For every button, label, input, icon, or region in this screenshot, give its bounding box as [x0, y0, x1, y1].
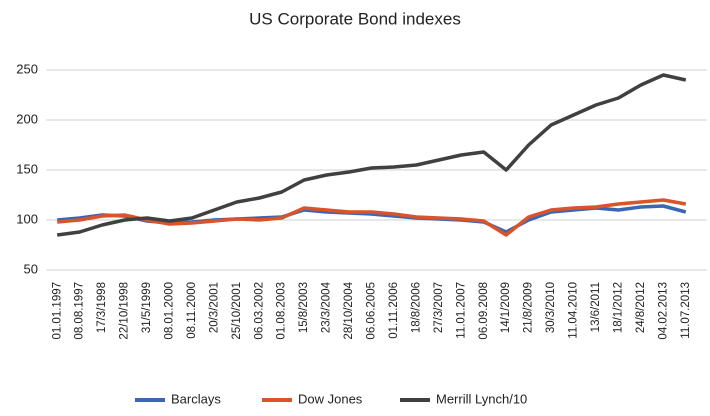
x-tick-label: 01.11.2006 — [388, 282, 400, 339]
y-tick-label: 250 — [16, 61, 38, 76]
x-tick-label: 30/3/2010 — [545, 282, 557, 333]
legend-label: Dow Jones — [298, 391, 363, 406]
x-tick-label: 01.08.2003 — [276, 282, 288, 340]
x-tick-label: 25/10/2001 — [231, 282, 243, 340]
chart-title: US Corporate Bond indexes — [249, 9, 461, 28]
x-tick-label: 01.01.1997 — [51, 282, 63, 340]
x-tick-label: 23/3/2004 — [321, 281, 333, 333]
x-tick-label: 11.04.2010 — [568, 282, 580, 339]
x-tick-label: 22/10/1998 — [119, 282, 131, 340]
x-tick-label: 11.01.2007 — [455, 282, 467, 339]
legend-label: Barclays — [171, 391, 221, 406]
x-tick-label: 08.08.1997 — [74, 282, 86, 340]
x-tick-label: 17/3/1998 — [96, 282, 108, 333]
x-tick-label: 27/3/2007 — [433, 282, 445, 333]
x-tick-label: 18/8/2006 — [410, 282, 422, 333]
y-tick-label: 100 — [16, 211, 38, 226]
legend-label: Merrill Lynch/10 — [436, 391, 527, 406]
line — [57, 198, 687, 237]
x-tick-label: 11.07.2013 — [680, 282, 692, 339]
x-tick-label: 06.09.2008 — [478, 282, 490, 340]
y-tick-label: 200 — [16, 111, 38, 126]
x-tick-label: 31/5/1999 — [141, 282, 153, 333]
y-tick-label: 50 — [24, 261, 38, 276]
x-tick-label: 08.11.2000 — [186, 282, 198, 339]
x-tick-label: 06.03.2002 — [253, 282, 265, 340]
x-tick-label: 08.01.2000 — [163, 282, 175, 340]
x-tick-label: 13/6/2011 — [590, 282, 602, 332]
x-tick-label: 14/1/2009 — [500, 282, 512, 333]
x-tick-label: 18/1/2012 — [612, 282, 624, 333]
x-tick-label: 24/8/2012 — [635, 282, 647, 333]
y-tick-label: 150 — [16, 161, 38, 176]
x-tick-label: 21/8/2009 — [523, 282, 535, 333]
x-tick-label: 28/10/2004 — [343, 281, 355, 339]
x-tick-label: 06.06.2005 — [366, 282, 378, 340]
x-tick-label: 20/3/2001 — [208, 282, 220, 333]
line — [56, 73, 687, 237]
x-tick-label: 15/8/2003 — [298, 282, 310, 333]
x-tick-label: 04.02.2013 — [657, 282, 669, 340]
